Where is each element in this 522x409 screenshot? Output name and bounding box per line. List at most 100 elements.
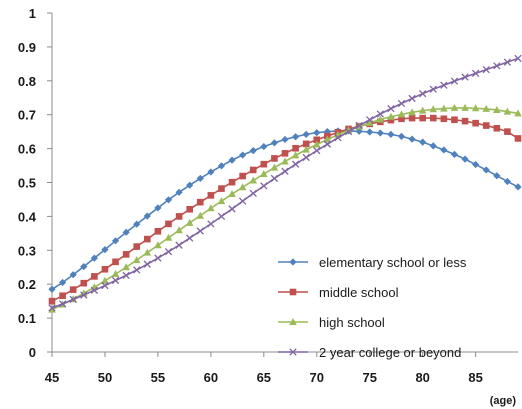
legend-marker [289,348,297,356]
data-point [514,183,522,191]
data-point [387,112,395,120]
data-point [48,304,56,312]
data-point [122,263,130,271]
legend-label: 2 year college or beyond [319,345,461,360]
data-point [397,110,406,118]
data-point [207,192,215,199]
data-point [260,182,268,190]
legend-marker [289,258,297,266]
data-point [112,258,119,266]
x-tick-label: 45 [45,370,59,385]
data-point [302,145,310,153]
data-point [186,181,194,189]
data-point [133,266,141,274]
y-tick-label: 0.2 [18,277,36,292]
data-point [291,151,300,159]
data-point [471,69,480,78]
data-point [503,58,512,66]
data-point [175,226,183,234]
data-point [69,271,77,279]
data-point [239,172,246,180]
series-layer [48,54,522,313]
data-point [291,133,300,141]
data-point [313,136,321,144]
legend-item: 2 year college or beyond [278,345,461,360]
data-point [186,205,193,213]
data-point [365,118,374,126]
data-point [111,237,120,245]
data-point [387,130,395,138]
legend-item: middle school [278,285,399,300]
data-point [419,114,426,122]
data-point [493,105,501,113]
data-point [493,172,501,180]
data-point [59,292,66,300]
data-point [91,273,98,280]
data-point [249,176,258,184]
y-tick-label: 0 [29,345,36,360]
data-point [48,285,56,293]
data-point [90,254,98,262]
data-point [154,241,162,249]
series-1 [48,127,522,293]
data-point [132,256,141,264]
data-point [334,134,342,142]
data-point [514,109,522,117]
y-tick-label: 1 [29,6,36,21]
y-tick-label: 0.5 [18,176,36,191]
series-line [51,117,519,302]
y-tick-label: 0.1 [18,311,36,326]
data-point [218,185,225,192]
data-point [101,276,109,284]
data-point [376,110,384,118]
data-point [111,270,120,278]
data-point [419,138,427,146]
data-point [387,116,395,124]
data-point [472,160,480,169]
data-point [228,205,236,213]
data-point [281,135,289,144]
data-point [207,204,215,212]
data-point [122,228,130,236]
data-point [122,271,130,280]
data-point [429,114,437,122]
data-point [440,115,448,123]
data-point [270,174,279,183]
data-point [260,160,268,168]
data-point [217,212,226,221]
data-point [133,220,141,228]
x-tick-labels: 45 50 55 60 65 70 75 80 85 [45,370,483,385]
data-point [271,155,278,162]
data-point [238,197,247,205]
y-tick-label: 0.4 [18,209,37,224]
legend-item: elementary school or less [278,255,467,270]
data-point [323,140,332,148]
data-point [69,286,77,293]
data-point [58,300,67,308]
y-tick-label: 0.7 [18,108,36,123]
data-point [186,234,194,242]
data-point [207,168,215,176]
data-point [514,54,522,63]
data-point [503,107,512,115]
data-point [281,167,289,175]
data-point [48,297,56,305]
data-point [80,262,88,271]
data-point [154,228,162,235]
data-point [344,126,353,134]
data-point [429,142,437,150]
data-point [472,119,479,127]
data-point [101,281,109,290]
y-tick-label: 0.6 [18,142,36,157]
data-point [450,103,459,111]
data-point [133,243,141,250]
data-point [207,220,215,228]
data-point [440,146,448,154]
data-point [429,85,437,93]
data-point [504,128,511,135]
data-point [292,144,299,152]
x-tick-label: 70 [310,370,324,385]
legend-marker [289,318,297,325]
data-point [80,291,88,299]
x-tick-label: 50 [98,370,112,385]
